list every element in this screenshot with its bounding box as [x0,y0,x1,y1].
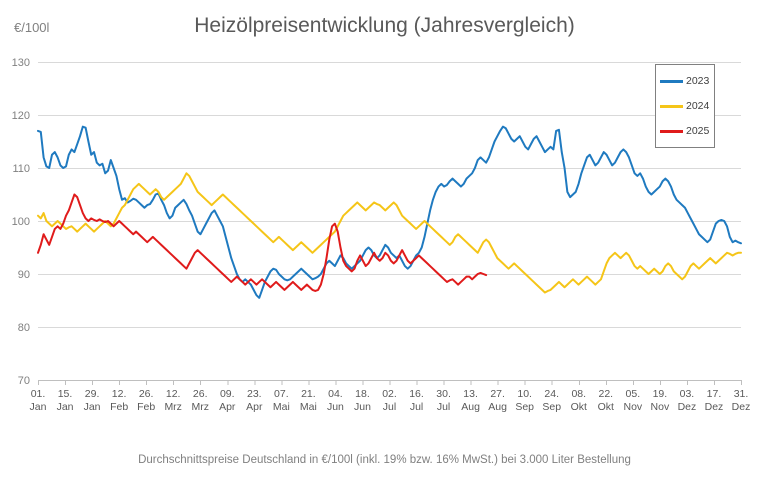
legend: 2023 2024 2025 [655,64,715,148]
x-axis-tick-label-day: 22. [599,388,614,400]
x-axis-tick-label-month: Jun [354,401,371,413]
legend-swatch-icon [660,129,683,133]
y-axis-tick-label: 100 [12,216,30,228]
x-axis-tick-label-month: Jun [327,401,344,413]
x-axis-tick-label-month: Sep [542,401,561,413]
x-axis-tick-label-day: 21. [301,388,316,400]
x-axis-tick-label-day: 26. [193,388,208,400]
x-axis-tick-labels: 01.Jan15.Jan29.Jan12.Feb26.Feb12.Mrz26.M… [30,388,751,413]
gridlines [38,62,741,381]
series-line-2024 [37,172,742,294]
chart-footnote: Durchschnittspreise Deutschland in €/100… [138,454,631,466]
legend-item-2025[interactable]: 2025 [660,123,714,139]
x-axis-tick-label-day: 12. [166,388,181,400]
chart-title: Heizölpreisentwicklung (Jahresvergleich) [194,14,575,37]
y-axis-tick-label: 70 [18,375,30,387]
x-axis-tick-label-day: 09. [220,388,235,400]
series-line-2025 [37,193,488,292]
x-axis-tick-label-day: 03. [680,388,695,400]
data-series-group [37,125,742,299]
x-axis-tick-label-month: Okt [598,401,614,413]
y-axis-tick-label: 120 [12,110,30,122]
x-axis-tick-label-month: Mai [300,401,317,413]
y-axis-tick-label: 130 [12,57,30,69]
x-axis-tick-label-day: 05. [626,388,641,400]
x-axis-tick-label-month: Mrz [191,401,209,413]
x-axis-tick-label-month: Feb [110,401,128,413]
x-axis-tick-label-day: 30. [436,388,451,400]
x-axis-tick-label-day: 18. [355,388,370,400]
x-axis-tick-label-month: Nov [624,401,643,413]
x-axis-tick-label-month: Dez [705,401,724,413]
x-axis-tick-label-month: Jan [84,401,101,413]
y-axis-unit-label: €/100l [14,20,50,35]
legend-item-2023[interactable]: 2023 [660,73,714,89]
x-axis-tick-label-month: Mrz [164,401,182,413]
legend-label: 2024 [686,99,710,112]
legend-swatch-icon [660,104,683,108]
x-axis-tick-label-month: Jan [30,401,47,413]
y-axis-tick-labels: 130 120 110 100 90 80 70 [12,57,30,387]
x-axis-tick-label-day: 24. [544,388,559,400]
x-axis-tick-label-day: 23. [247,388,262,400]
legend-label: 2023 [686,74,710,87]
x-axis-tick-label-month: Mai [273,401,290,413]
x-axis-tick-label-month: Aug [461,401,480,413]
x-axis-tick-label-month: Jul [437,401,450,413]
x-axis-tick-label-day: 10. [517,388,532,400]
x-axis-tick-label-day: 01. [31,388,46,400]
legend-swatch-icon [660,79,683,83]
x-axis-tick-label-month: Jul [383,401,396,413]
x-axis-tick-label-day: 15. [58,388,73,400]
x-axis-tick-label-day: 07. [274,388,289,400]
x-axis-tick-label-month: Jan [57,401,74,413]
x-axis-tick-label-day: 19. [653,388,668,400]
y-axis-tick-label: 90 [18,269,30,281]
x-axis-tick-label-month: Apr [246,401,263,413]
x-axis-tick-label-day: 04. [328,388,343,400]
x-axis-tick-label-day: 16. [409,388,424,400]
x-axis-tick-label-day: 08. [571,388,586,400]
x-axis-tick-label-month: Jul [410,401,423,413]
x-axis-tick-label-month: Okt [571,401,587,413]
x-axis-tick-label-day: 17. [707,388,722,400]
x-axis-tick-label-month: Dez [732,401,751,413]
x-axis-tick-label-day: 29. [85,388,100,400]
x-axis-tick-marks [38,380,742,385]
x-axis-tick-label-day: 31. [734,388,749,400]
x-axis-tick-label-day: 13. [463,388,478,400]
x-axis-tick-label-month: Feb [137,401,155,413]
y-axis-tick-label: 80 [18,322,30,334]
x-axis-tick-label-day: 27. [490,388,505,400]
x-axis-tick-label-day: 02. [382,388,397,400]
x-axis-tick-label-month: Sep [515,401,534,413]
series-line-2023 [37,125,742,299]
x-axis-tick-label-month: Aug [488,401,507,413]
x-axis-tick-label-day: 12. [112,388,127,400]
x-axis-tick-label-month: Apr [219,401,236,413]
y-axis-tick-label: 110 [12,163,30,175]
x-axis-tick-label-day: 26. [139,388,154,400]
legend-item-2024[interactable]: 2024 [660,98,714,114]
x-axis-tick-label-month: Dez [678,401,697,413]
legend-label: 2025 [686,124,710,137]
x-axis-tick-label-month: Nov [651,401,670,413]
